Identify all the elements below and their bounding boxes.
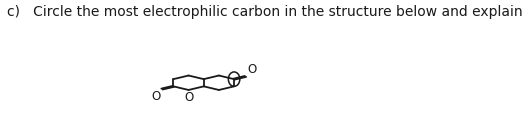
Text: O: O [184,91,193,104]
Text: O: O [151,90,161,103]
Text: O: O [247,63,256,76]
Text: c)   Circle the most electrophilic carbon in the structure below and explain you: c) Circle the most electrophilic carbon … [7,5,526,19]
